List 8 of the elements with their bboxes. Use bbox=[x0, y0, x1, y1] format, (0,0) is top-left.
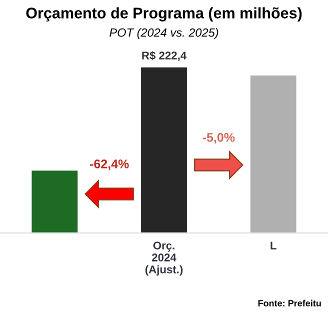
annotation: -62,4% bbox=[90, 160, 129, 170]
data-label: R$ 222,4 bbox=[142, 51, 186, 62]
source-note: Fonte: Prefeitu bbox=[258, 300, 321, 306]
x-tick-label: Orç. 2024 (Ajust.) bbox=[145, 242, 183, 276]
annotation: -5,0% bbox=[202, 132, 235, 144]
x-tick-label: L bbox=[270, 242, 276, 250]
chart-subtitle: POT (2024 vs. 2025) bbox=[110, 28, 218, 40]
chart-title: Orçamento de Programa (em milhões) bbox=[26, 7, 302, 22]
